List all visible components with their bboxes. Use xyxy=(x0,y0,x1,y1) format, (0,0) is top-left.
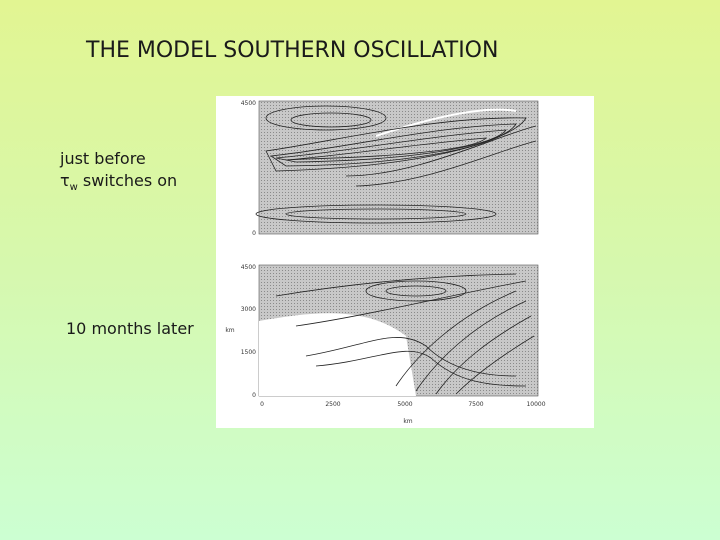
y-tick-label: 4500 xyxy=(241,100,256,107)
caption: 10 months later xyxy=(66,319,194,338)
subscript: w xyxy=(69,182,78,194)
bottom-panel: 4500 3000 1500 0 km 0 2500 5000 7500 100… xyxy=(225,264,545,425)
top-panel: 4500 0 xyxy=(241,100,539,237)
symbol: τ xyxy=(60,171,70,190)
x-axis-label: km xyxy=(403,418,412,425)
caption-line: just before xyxy=(60,149,146,168)
y-tick-label: 1500 xyxy=(241,349,256,356)
caption: just before τw switches on xyxy=(60,148,177,199)
caption-line: τw switches on xyxy=(60,170,177,199)
y-axis-label: km xyxy=(225,327,234,334)
y-tick-label: 3000 xyxy=(241,306,256,313)
x-tick-label: 2500 xyxy=(325,401,340,408)
figure: 4500 0 4500 3000 1500 0 km 0 2500 5000 7… xyxy=(216,96,594,428)
x-tick-label: 0 xyxy=(260,401,264,408)
x-tick-label: 7500 xyxy=(468,401,483,408)
x-tick-label: 5000 xyxy=(397,401,412,408)
y-tick-label: 0 xyxy=(252,230,256,237)
x-tick-label: 10000 xyxy=(526,401,545,408)
slide-title: THE MODEL SOUTHERN OSCILLATION xyxy=(86,38,499,63)
y-tick-label: 0 xyxy=(252,392,256,399)
caption-text: switches on xyxy=(82,171,178,190)
y-tick-label: 4500 xyxy=(241,264,256,271)
